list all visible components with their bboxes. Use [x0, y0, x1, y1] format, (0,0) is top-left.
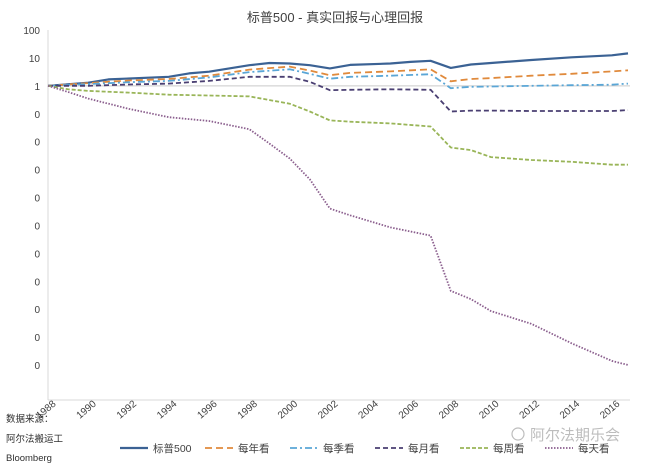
y-tick-label: 100 — [23, 26, 40, 37]
watermark: 阿尔法期乐会 — [511, 427, 620, 444]
y-tick-label: 1 — [34, 82, 40, 93]
series-line-1 — [47, 52, 629, 87]
y-tick-label: 0 — [34, 333, 40, 344]
y-tick-label: 0 — [34, 221, 40, 232]
series-line-5 — [47, 84, 628, 166]
legend-label-5: 每周看 — [493, 442, 525, 455]
source-note-line-3: Bloomberg — [6, 453, 52, 464]
legend-label-2: 每年看 — [238, 442, 270, 455]
y-tick-label: 0 — [34, 361, 40, 372]
y-tick-label: 0 — [34, 305, 40, 316]
series-line-3 — [47, 68, 629, 90]
y-tick-label: 0 — [34, 194, 40, 205]
y-tick-label: 0 — [34, 138, 40, 149]
series-line-4 — [48, 75, 629, 113]
legend-label-6: 每天看 — [578, 442, 610, 455]
legend-label-3: 每季看 — [323, 442, 355, 455]
source-note-line-1: 数据来源： — [6, 413, 54, 425]
y-tick-label: 10 — [29, 54, 41, 65]
source-note-line-2: 阿尔法搬运工 — [6, 433, 64, 445]
legend-label-4: 每月看 — [408, 442, 440, 455]
y-tick-label: 0 — [34, 277, 40, 288]
y-tick-label: 0 — [34, 110, 40, 121]
series-line-2 — [47, 65, 629, 87]
y-tick-label: 0 — [34, 166, 40, 177]
series-layer — [47, 52, 629, 366]
source-note: 数据来源： 阿尔法搬运工 Bloomberg — [6, 413, 64, 464]
y-tick-label: 0 — [34, 249, 40, 260]
legend: 标普500 每年看 每季看 每月看 每周看 每天看 — [120, 442, 610, 455]
chart-title: 标普500 - 真实回报与心理回报 — [247, 10, 423, 25]
watermark-text: 阿尔法期乐会 — [530, 427, 620, 444]
legend-label-1: 标普500 — [153, 442, 192, 455]
wechat-icon — [511, 427, 525, 441]
